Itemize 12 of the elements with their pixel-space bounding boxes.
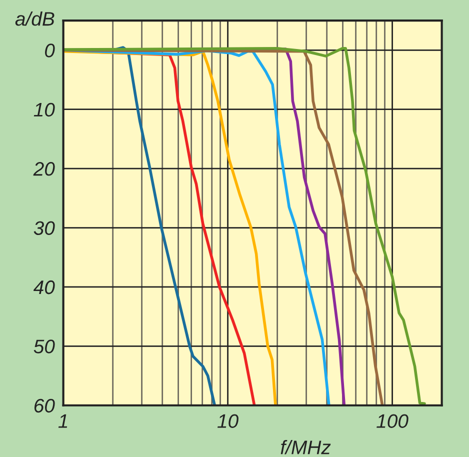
- y-tick-label: 10: [34, 102, 55, 117]
- y-tick-label: 60: [34, 398, 55, 413]
- x-axis-title: f/MHz: [280, 440, 331, 454]
- y-tick-label: 30: [34, 221, 55, 235]
- y-tick-label: 0: [45, 44, 55, 58]
- y-tick-label: 50: [34, 340, 55, 354]
- y-axis-title: a/dB: [15, 12, 54, 26]
- x-tick-label: 1: [58, 414, 68, 428]
- x-tick-label: 100: [376, 414, 408, 428]
- x-tick-label: 10: [217, 414, 238, 428]
- y-tick-label: 20: [33, 162, 55, 176]
- y-tick-label: 40: [33, 280, 55, 294]
